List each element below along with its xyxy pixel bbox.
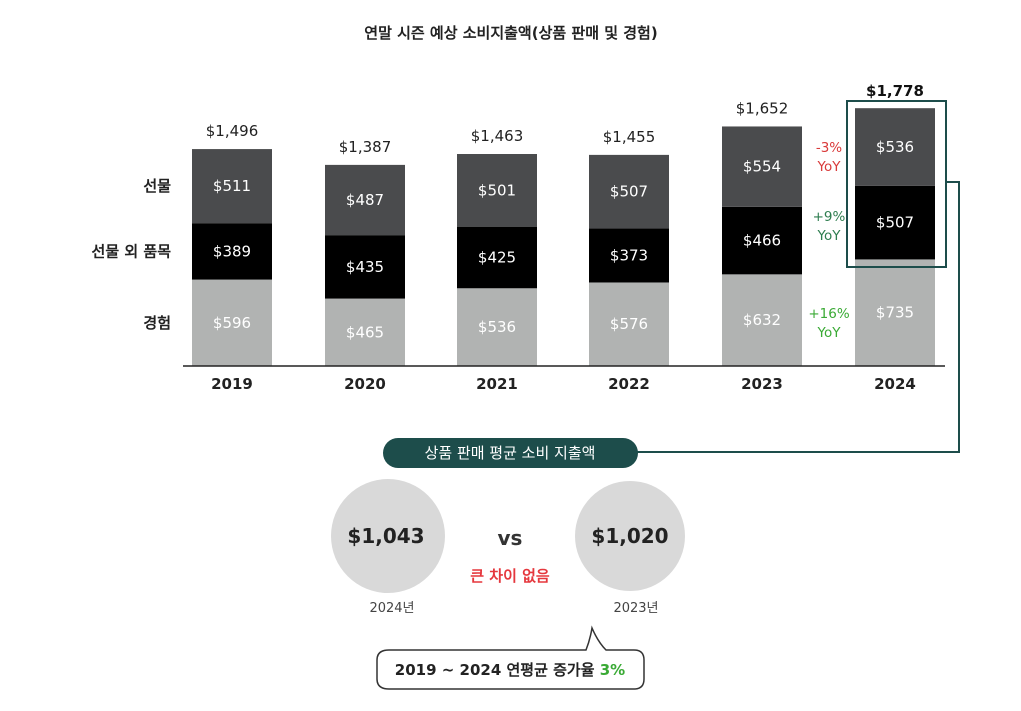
bar-total-label: $1,387 [339, 138, 392, 156]
growth-text: 2019 ~ 2024 연평균 증가율 3% [395, 661, 625, 679]
avg-2024-value: $1,043 [347, 524, 424, 548]
x-tick-label: 2022 [608, 375, 650, 393]
avg-2024-circle [331, 479, 445, 593]
bar-value-label: $507 [876, 214, 914, 232]
bar-value-label: $735 [876, 304, 914, 322]
avg-title: 상품 판매 평균 소비 지출액 [425, 444, 596, 462]
bar-2019-seg-0 [192, 279, 272, 366]
bar-2023-seg-1 [722, 206, 802, 275]
chart-title: 연말 시즌 예상 소비지출액(상품 판매 및 경험) [364, 24, 657, 42]
growth-callout-bubble [376, 625, 645, 690]
bar-value-label: $507 [610, 183, 648, 201]
yoy-annotations: -3% YoY +9% YoY +16% YoY [808, 140, 849, 341]
bar-2019-seg-1 [192, 223, 272, 280]
highlight-2024-box [846, 100, 947, 268]
bar-2024-seg-1 [855, 185, 935, 260]
bar-2023-seg-2 [722, 126, 802, 207]
bar-2021-seg-0 [457, 288, 537, 366]
bar-2020-seg-2 [325, 164, 405, 236]
bar-value-label: $466 [743, 232, 781, 250]
bar-value-label: $373 [610, 246, 648, 264]
bar-2022-seg-2 [589, 154, 669, 229]
bar-value-label: $501 [478, 181, 516, 199]
bar-total-label: $1,652 [736, 99, 789, 117]
avg-2023-circle [575, 481, 685, 591]
yoy-unit: YoY [817, 159, 842, 175]
avg-2023-value: $1,020 [591, 524, 668, 548]
bar-2019-seg-2 [192, 149, 272, 224]
bar-total-label: $1,778 [866, 82, 924, 100]
bar-value-label: $487 [346, 191, 384, 209]
bar-value-label: $465 [346, 323, 384, 341]
bar-value-label: $536 [478, 318, 516, 336]
bar-value-label: $389 [213, 242, 251, 260]
bar-value-label: $536 [876, 138, 914, 156]
x-tick-label: 2019 [211, 375, 253, 393]
bar-total-label: $1,455 [603, 128, 656, 146]
yoy-change: +9% [813, 209, 846, 225]
bar-value-label: $511 [213, 177, 251, 195]
bar-total-label: $1,496 [206, 122, 259, 140]
x-tick-labels: 2019 2020 2021 2022 2023 2024 [211, 375, 916, 393]
vs-label: vs [498, 526, 523, 550]
yoy-unit: YoY [817, 228, 842, 244]
bar-value-label: $425 [478, 248, 516, 266]
connector-line [636, 181, 960, 453]
yoy-unit: YoY [817, 325, 842, 341]
bar-2020-seg-1 [325, 235, 405, 299]
bar-2024-seg-0 [855, 259, 935, 366]
bar-value-label: $596 [213, 314, 251, 332]
bar-2023-seg-0 [722, 274, 802, 366]
bar-2020-seg-0 [325, 298, 405, 366]
avg-2024-year: 2024년 [369, 601, 414, 616]
legend-label: 선물 외 품목 [92, 242, 172, 260]
bar-value-label: $554 [743, 158, 781, 176]
bar-2021-seg-2 [457, 154, 537, 227]
bars-layer: $596 $389 $511 $1,496 $465 $435 $487 $1,387 $536… [192, 82, 935, 366]
x-tick-label: 2023 [741, 375, 783, 393]
avg-title-pill [383, 438, 638, 468]
bar-2021-seg-1 [457, 226, 537, 289]
x-tick-label: 2024 [874, 375, 916, 393]
growth-text-main: 2019 ~ 2024 연평균 증가율 [395, 661, 600, 679]
avg-2023-year: 2023년 [613, 601, 658, 616]
bar-value-label: $435 [346, 258, 384, 276]
bar-2024-seg-2 [855, 108, 935, 186]
x-tick-label: 2020 [344, 375, 386, 393]
legend-label: 경험 [143, 314, 171, 332]
yoy-change: +16% [808, 306, 849, 322]
yoy-change: -3% [816, 140, 842, 156]
growth-pct: 3% [600, 661, 625, 679]
bar-2022-seg-1 [589, 228, 669, 283]
bar-2022-seg-0 [589, 282, 669, 366]
legend-label: 선물 [143, 177, 171, 195]
bar-value-label: $632 [743, 311, 781, 329]
bar-value-label: $576 [610, 315, 648, 333]
bar-total-label: $1,463 [471, 127, 524, 145]
no-difference-note: 큰 차이 없음 [470, 567, 550, 585]
x-tick-label: 2021 [476, 375, 518, 393]
